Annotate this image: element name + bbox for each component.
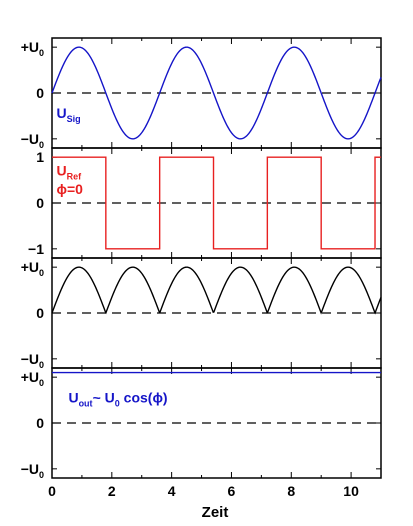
x-tick-label: 8 <box>287 483 295 499</box>
y-tick-label: 0 <box>36 195 44 211</box>
x-axis-label: Zeit <box>202 504 229 521</box>
y-tick-label: −1 <box>28 241 44 257</box>
y-tick-label: 0 <box>36 415 44 431</box>
panel-signal: +U0 0 −U0 USig <box>21 37 382 150</box>
chart-panels: +U00−U0USig10−1URefϕ=0+U00−U0+U00−U0Uout… <box>21 37 382 499</box>
y-tick-label: −U0 <box>21 131 44 150</box>
panel-product: +U0 0 −U0 <box>21 257 382 370</box>
x-tick-label: 0 <box>48 483 56 499</box>
series-line-signal <box>51 46 382 140</box>
y-tick-label: −U0 <box>21 351 44 370</box>
y-tick-label: 0 <box>36 85 44 101</box>
y-tick-label: +U0 <box>21 369 44 388</box>
y-tick-label: 1 <box>36 149 44 165</box>
phase-label: ϕ=0 <box>56 181 83 197</box>
y-tick-label: 0 <box>36 305 44 321</box>
y-tick-label: +U0 <box>21 259 44 278</box>
series-line-product <box>51 266 382 315</box>
series-line-reference <box>52 156 381 250</box>
x-tick-label: 4 <box>168 483 176 499</box>
y-tick-label: −U0 <box>21 461 44 480</box>
series-label-signal: USig <box>56 105 80 124</box>
series-label-output: Uout~ U0 cos(ϕ) <box>68 389 167 408</box>
x-tick-label: 6 <box>228 483 236 499</box>
x-tick-label: 2 <box>108 483 116 499</box>
series-label-reference: URef <box>56 163 82 182</box>
x-tick-label: 10 <box>343 483 359 499</box>
y-tick-label: +U0 <box>21 39 44 58</box>
